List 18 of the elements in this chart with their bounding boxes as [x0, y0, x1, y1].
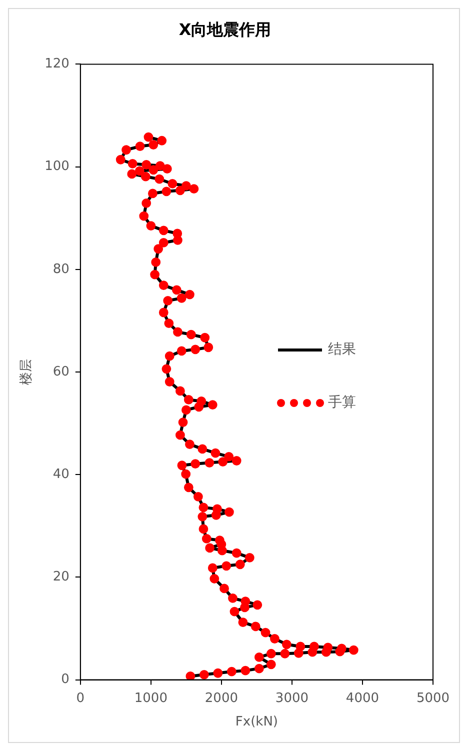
y-tick-label: 20: [52, 570, 70, 585]
chart-title: X向地震作用: [178, 20, 272, 39]
x-tick-label: 0: [76, 690, 85, 706]
x-axis-title: Fx(kN): [235, 714, 278, 730]
x-tick-label: 2000: [204, 690, 238, 706]
y-axis-title: 楼层: [19, 359, 34, 385]
legend-label: 手算: [328, 394, 356, 411]
y-tick-label: 40: [52, 466, 70, 482]
legend-label: 结果: [328, 342, 356, 358]
y-tick-label: 0: [61, 672, 70, 688]
x-tick-label: 3000: [275, 690, 309, 706]
y-tick-label: 80: [52, 262, 70, 277]
x-tick-label: 4000: [346, 690, 380, 706]
x-tick-label: 1000: [134, 690, 168, 706]
y-tick-label: 120: [44, 56, 70, 72]
y-tick-label: 60: [52, 364, 70, 380]
y-tick-label: 100: [44, 159, 70, 174]
x-tick-label: 5000: [416, 690, 450, 706]
